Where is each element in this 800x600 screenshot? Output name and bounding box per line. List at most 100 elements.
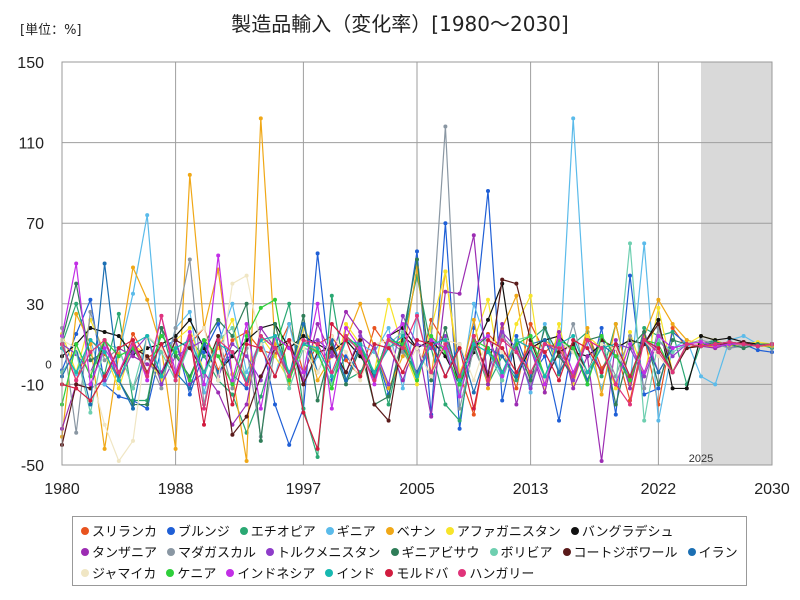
legend-label: アファガニスタン	[456, 525, 561, 540]
data-point	[443, 402, 448, 407]
data-point	[613, 321, 618, 326]
data-point	[443, 269, 448, 274]
data-point	[528, 370, 533, 375]
data-point	[599, 346, 604, 351]
data-point	[400, 370, 405, 375]
data-point	[244, 321, 249, 326]
data-point	[230, 317, 235, 322]
data-point	[628, 378, 632, 383]
data-point	[329, 386, 334, 391]
legend-item: モルドバ	[385, 563, 448, 582]
legend-label: スリランカ	[92, 525, 158, 540]
data-point	[258, 116, 263, 121]
data-point	[471, 412, 476, 417]
data-point	[102, 446, 107, 451]
data-point	[471, 406, 476, 411]
data-point	[244, 382, 249, 387]
legend-marker	[325, 526, 334, 535]
data-point	[514, 293, 519, 298]
data-point	[216, 253, 221, 258]
data-point	[116, 394, 121, 399]
data-point	[230, 350, 235, 355]
data-point	[187, 386, 192, 391]
data-point	[372, 325, 377, 330]
data-point	[542, 321, 547, 326]
data-point	[102, 338, 107, 343]
data-point	[88, 297, 93, 302]
legend-label: ケニア	[177, 567, 217, 582]
data-point	[74, 386, 79, 391]
data-point	[74, 370, 79, 375]
data-point	[287, 374, 292, 379]
data-point	[514, 281, 519, 286]
data-point	[599, 325, 604, 330]
data-point	[386, 346, 391, 351]
data-point	[670, 350, 675, 355]
data-point	[116, 354, 121, 359]
series-19	[60, 313, 774, 411]
data-point	[386, 334, 391, 339]
data-point	[684, 386, 689, 391]
data-point	[159, 313, 164, 318]
data-point	[471, 378, 476, 383]
data-point	[230, 281, 235, 286]
data-point	[500, 338, 505, 343]
data-point	[741, 346, 746, 351]
data-point	[670, 325, 675, 330]
data-point	[400, 346, 405, 351]
legend-marker	[562, 547, 571, 556]
data-point	[500, 277, 505, 282]
data-point	[258, 334, 263, 339]
data-point	[244, 273, 249, 278]
legend-marker	[239, 526, 248, 535]
data-point	[315, 398, 320, 403]
legend-label: ベナン	[396, 525, 436, 540]
forecast-region	[701, 62, 772, 465]
data-point	[443, 334, 448, 339]
data-point	[301, 321, 306, 326]
data-point	[670, 370, 675, 375]
data-point	[699, 344, 703, 349]
data-point	[443, 374, 448, 379]
data-point	[159, 342, 164, 347]
legend-row: ジャマイカ ケニア インドネシア インド モルドバ ハンガリー	[81, 562, 740, 583]
data-point	[102, 422, 107, 427]
data-point	[585, 370, 590, 375]
data-point	[372, 402, 377, 407]
data-point	[457, 346, 462, 351]
data-point	[287, 442, 292, 447]
data-point	[187, 392, 192, 397]
data-point	[386, 394, 391, 399]
data-point	[216, 334, 221, 339]
data-point	[628, 374, 632, 379]
data-point	[315, 370, 320, 375]
data-point	[344, 325, 348, 330]
x-tick-label: 1988	[158, 481, 194, 498]
data-point	[244, 342, 249, 347]
data-point	[102, 374, 107, 379]
data-point	[528, 386, 533, 391]
data-point	[202, 354, 206, 359]
unit-label: [単位：%]	[20, 22, 82, 38]
data-point	[145, 362, 150, 367]
data-point	[329, 406, 334, 411]
data-point	[159, 382, 164, 387]
y-tick-label: -50	[21, 458, 44, 475]
data-point	[145, 213, 150, 218]
data-point	[500, 330, 505, 335]
legend-label: ジャマイカ	[92, 567, 157, 582]
data-point	[713, 382, 718, 387]
data-point	[443, 338, 448, 343]
data-point	[415, 249, 419, 254]
data-point	[571, 116, 576, 121]
data-point	[244, 414, 249, 419]
data-point	[514, 350, 519, 355]
data-point	[642, 325, 647, 330]
data-point	[159, 386, 164, 391]
data-point	[628, 386, 632, 391]
data-point	[315, 338, 320, 343]
data-point	[755, 348, 760, 353]
data-point	[258, 406, 263, 411]
data-point	[187, 317, 192, 322]
data-point	[187, 257, 192, 262]
